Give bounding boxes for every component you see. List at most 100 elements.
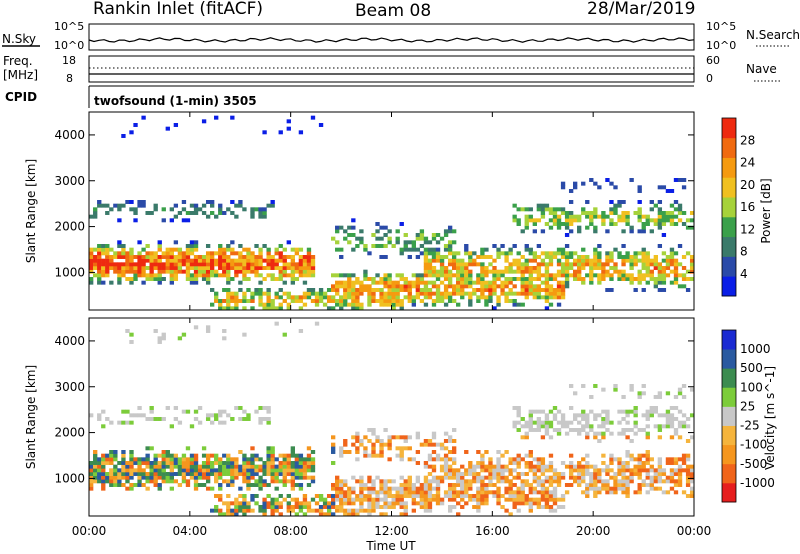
noise-right-tick-top: 10^5 [706,20,736,33]
power-cell-833 [415,255,421,259]
power-cell-1436 [617,214,622,219]
power-cell-89 [125,277,130,281]
power-cell-1611 [681,266,687,270]
power-cell-349 [226,302,231,307]
power-cell-210 [173,258,179,263]
power-cell-1550 [661,288,667,292]
power-cell-108 [129,130,134,135]
velocity-cell-12 [93,468,98,473]
power-cell-1238 [548,207,554,212]
power-cell-901 [435,247,441,252]
power-cell-1394 [601,222,606,226]
power-cell-834 [415,247,421,252]
velocity-cell-175 [161,468,166,473]
power-cell-886 [431,251,437,256]
velocity-cell-1018 [476,486,481,491]
velocity-cell-739 [371,453,376,458]
velocity-cell-1193 [536,497,542,502]
velocity-cell-1446 [621,472,626,476]
velocity-cell-1241 [548,497,554,502]
power-cell-916 [443,295,449,300]
velocity-cell-1314 [577,483,582,487]
power-cell-147 [145,211,150,215]
velocity-cell-1457 [625,486,630,491]
power-cell-748 [383,291,388,296]
power-cell-1142 [524,277,529,281]
power-cell-647 [339,255,344,259]
velocity-cell-971 [456,483,461,487]
power-cell-1183 [536,288,542,292]
velocity-cell-284 [205,413,211,418]
velocity-cell-1296 [568,475,574,480]
velocity-cell-1501 [637,457,642,462]
power-cell-494 [270,277,275,281]
velocity-cell-1532 [649,483,654,487]
power-cell-686 [355,299,360,303]
power-cell-1308 [568,222,574,226]
power-cell-1063 [496,299,501,303]
power-cell-1166 [528,214,533,219]
power-cell-48 [105,251,110,256]
power-cell-1278 [560,251,566,256]
power-cell-346 [222,247,227,252]
power-cell-608 [314,295,320,300]
velocity-cell-983 [460,475,465,480]
power-cell-690 [355,280,360,285]
velocity-cell-928 [443,472,449,476]
velocity-cell-1164 [528,490,533,495]
power-cell-376 [230,211,235,215]
velocity-cell-491 [270,450,275,454]
velocity-cell-89 [125,461,130,465]
velocity-cell-631 [331,483,336,487]
power-cell-350 [226,299,231,303]
power-cell-1147 [524,247,529,252]
power-cell-1077 [500,269,505,274]
velocity-cell-528 [286,501,291,506]
velocity-cell-633 [331,450,336,454]
velocity-cell-424 [250,457,255,462]
velocity-cell-651 [339,490,344,495]
velocity-cell-1095 [508,497,513,502]
velocity-cell-901 [431,450,437,454]
power-cell-136 [141,247,146,252]
velocity-cell-780 [387,490,392,495]
power-cell-532 [282,255,287,259]
power-cell-1204 [540,211,546,215]
power-cell-1028 [480,255,485,259]
power-cell-423 [246,258,251,263]
velocity-cell-1004 [472,505,477,509]
power-cell-152 [149,262,154,267]
power-cell-406 [242,295,247,300]
freq-tick-top: 18 [62,54,76,67]
power-cell-119 [137,273,142,278]
power-cell-1030 [480,247,485,252]
velocity-cell-930 [443,464,449,469]
velocity-cell-1651 [689,387,695,392]
power-cell-467 [262,302,267,307]
power-cell-1153 [524,207,529,212]
velocity-cell-715 [363,450,368,454]
power-cell-169 [157,269,162,274]
power-cell-1586 [673,280,679,285]
velocity-cell-404 [246,486,251,491]
power-cell-573 [298,247,304,252]
velocity-cell-13 [93,464,98,469]
velocity-cell-28 [101,483,106,487]
power-cell-623 [331,299,336,303]
power-cell-1597 [673,200,679,204]
power-cell-458 [258,262,263,267]
power-cell-811 [407,288,412,292]
power-cell-51 [105,211,110,215]
power-cell-23 [97,266,102,270]
power-cell-850 [423,291,429,296]
velocity-cell-1621 [681,461,687,465]
velocity-cell-1385 [597,424,602,429]
velocity-cell-1571 [665,479,671,484]
power-cell-509 [274,251,279,256]
power-cell-1485 [637,214,642,219]
power-cell-449 [254,207,259,212]
velocity-cell-793 [391,479,396,484]
velocity-cell-88 [125,464,130,469]
power-cell-1191 [536,244,542,248]
velocity-cell-920 [439,468,445,473]
